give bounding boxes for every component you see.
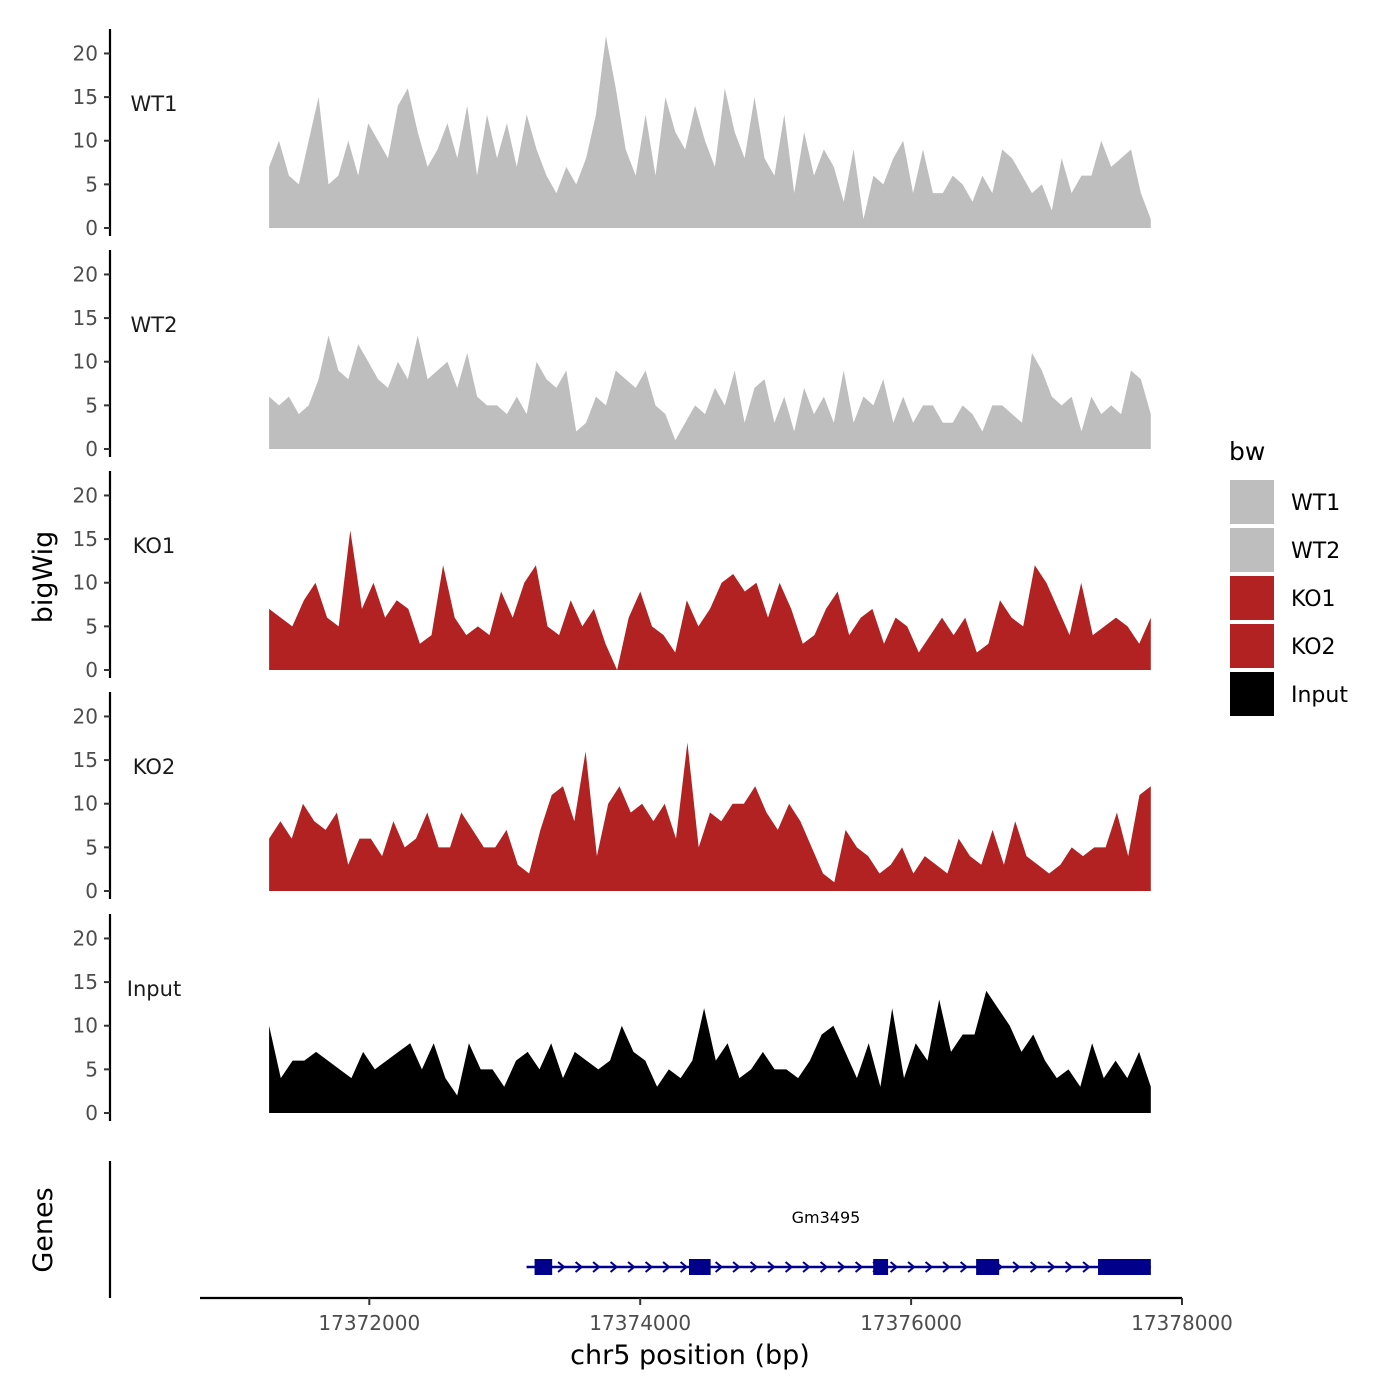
track-ko1: 0 5 10 15 20 KO1 [73,471,1151,682]
gene-exon [1098,1259,1151,1275]
legend-label-wt2: WT2 [1291,539,1340,564]
y-tick-label: 10 [73,350,98,374]
legend-key-ko2 [1230,624,1274,668]
strand-chevron [802,1261,811,1273]
track-label-ko2: KO2 [133,755,176,779]
gene-exon [534,1259,553,1275]
y-tick-label: 20 [73,926,98,950]
y-tick-label: 15 [73,306,98,330]
y-tick-label: 15 [73,85,98,109]
strand-chevron [1082,1261,1091,1273]
bigwig-tracks: 0 5 10 15 20 WT1 0 5 10 15 20 WT2 0 5 10 15 20 KO1 0 5 10 15 2… [73,29,1151,1125]
x-tick-label: 17372000 [318,1311,420,1335]
legend-label-wt1: WT1 [1291,491,1340,516]
y-tick-label: 0 [85,216,98,240]
strand-chevron [662,1261,671,1273]
genes-axis-title: Genes [28,1187,59,1272]
legend-label-ko2: KO2 [1291,635,1336,660]
x-tick-label: 17374000 [589,1311,691,1335]
area-wt2 [269,335,1151,449]
strand-chevron [627,1261,636,1273]
gene-exon [873,1259,889,1275]
track-label-wt2: WT2 [131,313,178,337]
legend: bw WT1 WT2 KO1 KO2 Input [1229,437,1348,716]
gene-panel: Gm3495 [108,1161,1151,1298]
y-tick-label: 15 [73,748,98,772]
track-wt2: 0 5 10 15 20 WT2 [73,250,1151,461]
strand-chevron [609,1261,619,1273]
strand-chevron [924,1261,934,1273]
gene-name-label: Gm3495 [792,1208,861,1227]
y-tick-label: 5 [85,393,98,417]
track-label-input: Input [127,977,181,1001]
strand-chevron [854,1261,864,1273]
y-tick-label: 0 [85,879,98,903]
y-tick-label: 20 [73,262,98,286]
legend-label-input: Input [1291,683,1348,708]
strand-chevron [889,1261,899,1273]
y-tick-label: 15 [73,527,98,551]
y-tick-label: 5 [85,1057,98,1081]
legend-label-ko1: KO1 [1291,587,1336,612]
y-tick-label: 5 [85,614,98,638]
x-tick-label: 17376000 [860,1311,962,1335]
strand-chevron [1064,1261,1074,1273]
y-axis-title: bigWig [28,531,59,624]
y-tick-label: 5 [85,835,98,859]
strand-chevron [837,1261,846,1273]
legend-key-input [1230,672,1274,716]
strand-chevron [1029,1261,1039,1273]
strand-chevron [767,1261,776,1273]
y-tick-label: 0 [85,437,98,461]
strand-chevron [574,1261,584,1273]
y-tick-label: 5 [85,172,98,196]
track-label-ko1: KO1 [133,534,176,558]
legend-title: bw [1229,437,1265,466]
strand-chevron [819,1261,829,1273]
strand-chevron [732,1261,741,1273]
track-ko2: 0 5 10 15 20 KO2 [73,692,1151,903]
gene-exon [976,1259,1000,1275]
area-wt1 [269,36,1151,228]
area-input [269,990,1151,1113]
y-tick-label: 20 [73,483,98,507]
y-tick-label: 15 [73,970,98,994]
strand-chevron [784,1261,794,1273]
strand-chevron [749,1261,759,1273]
strand-chevron [1047,1261,1056,1273]
x-tick-label: 17378000 [1131,1311,1233,1335]
gene-exon [688,1259,711,1275]
x-axis-title: chr5 position (bp) [570,1340,810,1371]
legend-key-wt1 [1230,480,1274,524]
strand-chevron [1012,1261,1021,1273]
track-input: 0 5 10 15 20 Input [73,914,1151,1125]
legend-key-wt2 [1230,528,1274,572]
y-tick-label: 10 [73,792,98,816]
strand-chevron [679,1261,689,1273]
track-label-wt1: WT1 [131,92,178,116]
y-tick-label: 10 [73,571,98,595]
legend-key-ko1 [1230,576,1274,620]
y-tick-label: 10 [73,1014,98,1038]
area-ko2 [269,742,1151,891]
area-ko1 [269,530,1151,670]
strand-chevron [592,1261,601,1273]
strand-chevron [714,1261,724,1273]
strand-chevron [959,1261,969,1273]
strand-chevron [942,1261,951,1273]
y-tick-label: 20 [73,704,98,728]
y-tick-label: 10 [73,129,98,153]
x-axis: 17372000 17374000 17376000 17378000 [200,1296,1233,1335]
strand-chevron [907,1261,916,1273]
y-tick-label: 20 [73,41,98,65]
track-wt1: 0 5 10 15 20 WT1 [73,29,1151,240]
strand-chevron [557,1261,566,1273]
y-tick-label: 0 [85,658,98,682]
y-tick-label: 0 [85,1101,98,1125]
strand-chevron [644,1261,654,1273]
